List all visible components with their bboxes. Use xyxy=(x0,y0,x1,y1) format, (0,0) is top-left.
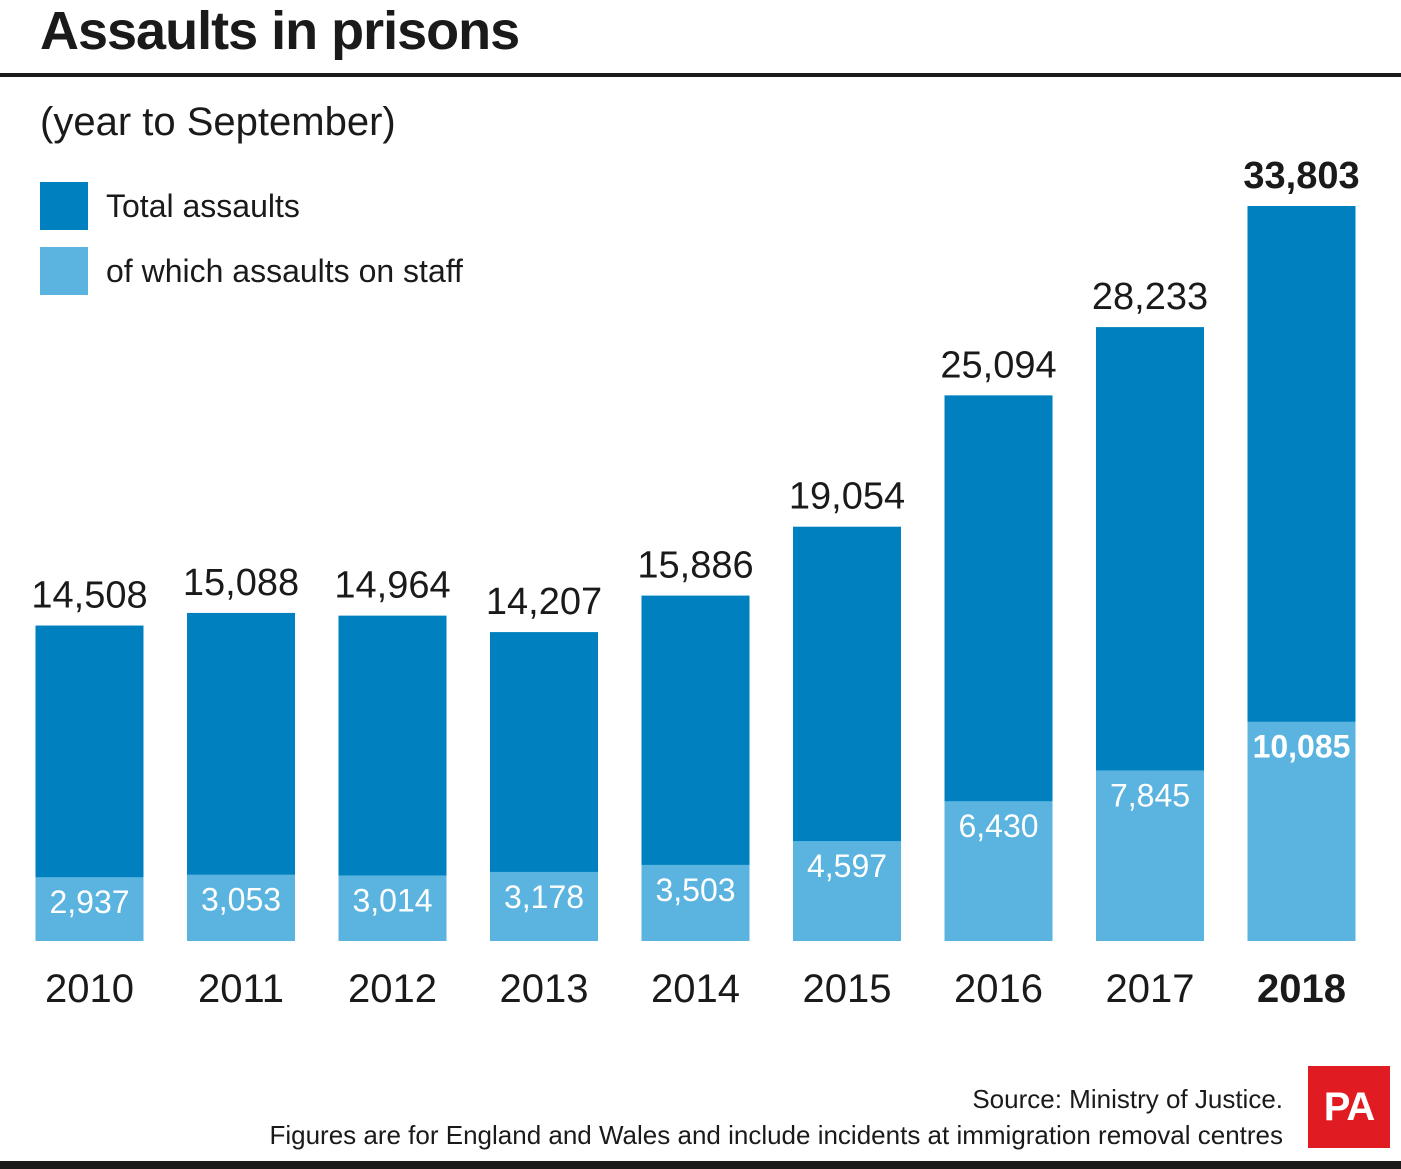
data-label-total-2010: 14,508 xyxy=(31,575,147,617)
title-divider xyxy=(0,73,1401,77)
legend-label-total: Total assaults xyxy=(106,187,300,224)
chart-subtitle: (year to September) xyxy=(40,100,396,144)
legend-swatch-total xyxy=(40,182,88,230)
x-tick-label-2018: 2018 xyxy=(1257,967,1346,1011)
bottom-divider xyxy=(0,1161,1401,1169)
x-tick-label-2011: 2011 xyxy=(198,967,284,1011)
legend-swatch-staff xyxy=(40,247,88,295)
bar-staff-2014 xyxy=(641,864,750,941)
data-label-total-2013: 14,207 xyxy=(486,581,602,623)
data-label-staff-2015: 4,597 xyxy=(807,848,887,884)
data-label-staff-2012: 3,014 xyxy=(352,882,432,918)
legend-item-total: Total assaults xyxy=(40,182,463,230)
bar-staff-2015 xyxy=(793,841,901,941)
data-label-staff-2011: 3,053 xyxy=(201,882,281,918)
bar-staff-2011 xyxy=(187,874,295,941)
data-label-total-2018: 33,803 xyxy=(1243,155,1359,197)
data-label-staff-2010: 2,937 xyxy=(49,884,129,920)
bar-chart: 14,508 2,937 2010 15,088 3,053 2011 14,964 3,01… xyxy=(31,155,1359,1011)
x-tick-label-2014: 2014 xyxy=(651,967,740,1011)
x-tick-label-2012: 2012 xyxy=(348,967,437,1011)
data-label-total-2012: 14,964 xyxy=(334,565,450,607)
data-label-staff-2014: 3,503 xyxy=(655,872,735,908)
x-tick-label-2016: 2016 xyxy=(954,967,1043,1011)
bar-staff-2013 xyxy=(490,871,598,941)
chart-title: Assaults in prisons xyxy=(40,1,520,61)
bar-staff-2018 xyxy=(1247,721,1356,941)
bar-staff-2010 xyxy=(35,877,144,941)
x-tick-label-2013: 2013 xyxy=(500,967,589,1011)
data-label-staff-2016: 6,430 xyxy=(958,808,1038,844)
data-label-total-2017: 28,233 xyxy=(1092,276,1208,318)
x-tick-label-2017: 2017 xyxy=(1106,967,1195,1011)
data-label-total-2016: 25,094 xyxy=(940,344,1056,386)
bar-staff-2012 xyxy=(338,875,447,941)
bar-staff-2017 xyxy=(1096,770,1204,941)
bar-staff-2016 xyxy=(944,801,1053,941)
legend: Total assaults of which assaults on staf… xyxy=(40,182,463,312)
data-label-total-2011: 15,088 xyxy=(183,562,299,604)
data-label-total-2015: 19,054 xyxy=(789,476,905,518)
legend-item-staff: of which assaults on staff xyxy=(40,247,463,295)
data-label-staff-2018: 10,085 xyxy=(1253,729,1351,765)
footer-note: Figures are for England and Wales and in… xyxy=(269,1120,1283,1150)
data-label-staff-2013: 3,178 xyxy=(504,879,584,915)
data-label-staff-2017: 7,845 xyxy=(1110,777,1190,813)
x-tick-label-2010: 2010 xyxy=(45,967,134,1011)
x-tick-label-2015: 2015 xyxy=(803,967,892,1011)
pa-logo: PA xyxy=(1308,1066,1390,1148)
data-label-total-2014: 15,886 xyxy=(637,545,753,587)
footer-source: Source: Ministry of Justice. xyxy=(972,1084,1283,1114)
legend-label-staff: of which assaults on staff xyxy=(106,252,463,289)
